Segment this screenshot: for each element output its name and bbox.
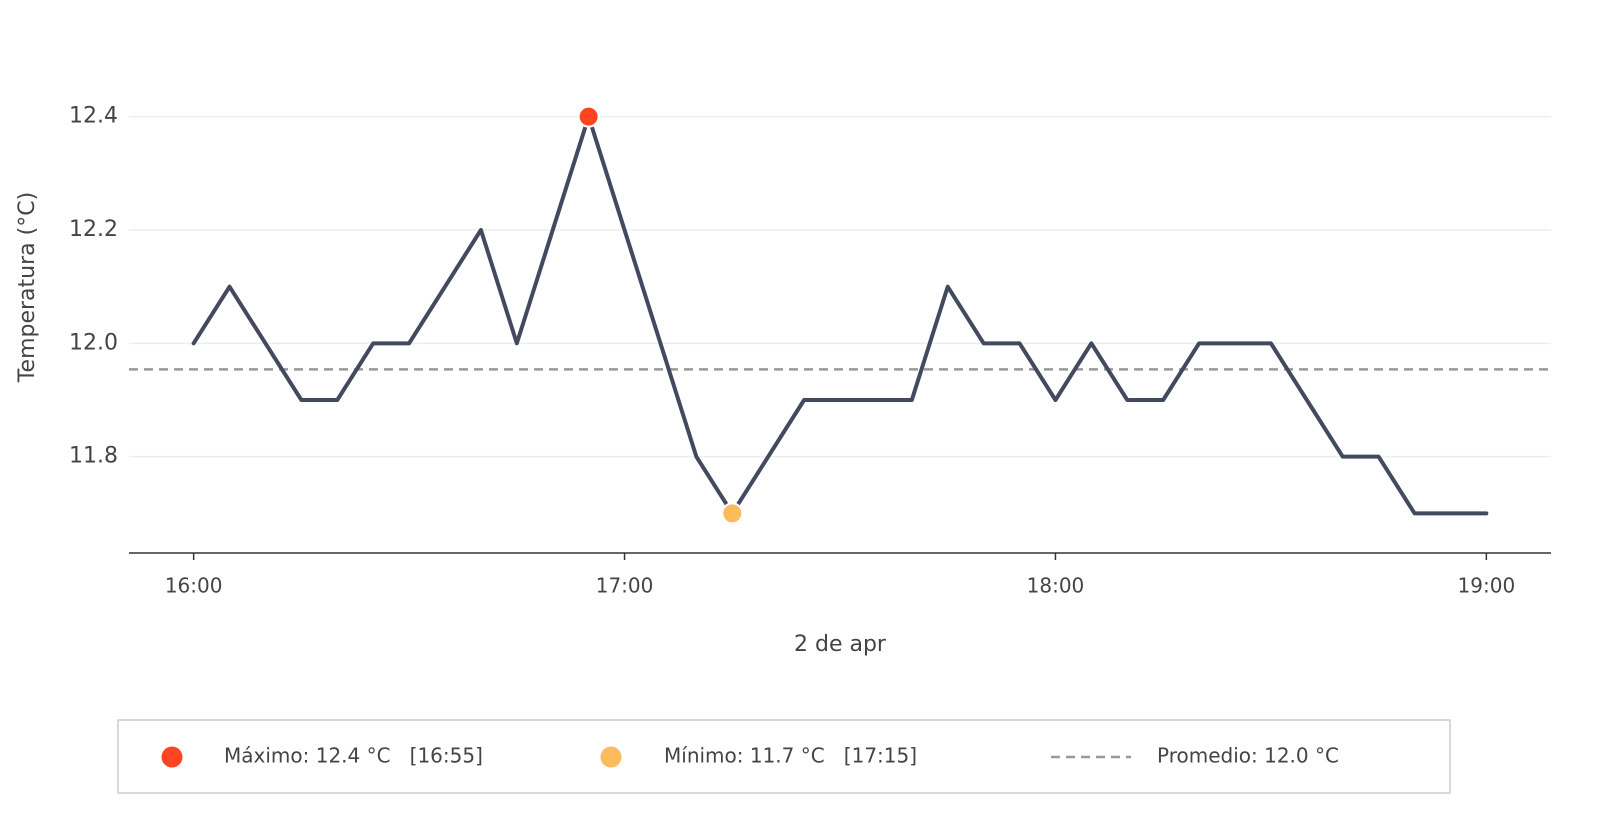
min-marker [721,502,744,525]
y-axis-label: Temperatura (°C) [15,192,40,383]
max-marker [577,105,600,128]
legend-symbol [161,746,183,768]
x-tick-label: 18:00 [1027,574,1085,598]
data-line [191,114,1489,516]
x-tick-label: 17:00 [596,574,654,598]
x-axis-label: 2 de apr [794,632,887,657]
y-tick-label: 12.0 [69,330,118,355]
legend-box [117,719,1451,794]
legend-label: Máximo: 12.4 °C [16:55] [224,744,483,768]
x-tick-label: 16:00 [165,574,223,598]
y-tick-label: 11.8 [69,444,118,469]
legend-label: Mínimo: 11.7 °C [17:15] [664,744,917,768]
legend-label: Promedio: 12.0 °C [1157,744,1339,768]
x-tick-label: 19:00 [1458,574,1516,598]
legend-symbol [600,746,622,768]
y-tick-label: 12.4 [69,104,118,129]
y-tick-label: 12.2 [69,217,118,242]
